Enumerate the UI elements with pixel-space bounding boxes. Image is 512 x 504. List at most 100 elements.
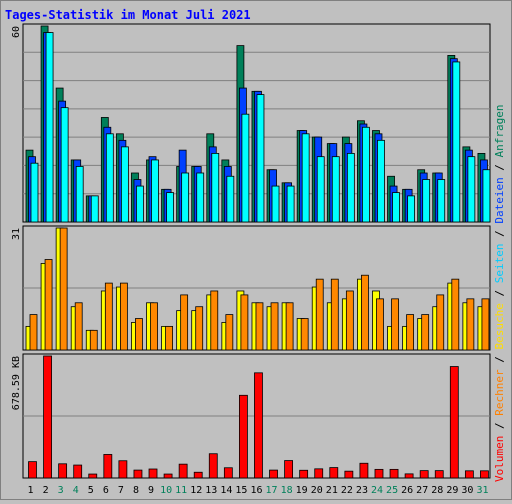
- bar-volumen-20: [314, 468, 324, 479]
- x-tick-label-11: 11: [175, 485, 187, 496]
- bar-volumen-22: [344, 470, 354, 479]
- x-tick-label-4: 4: [73, 485, 79, 496]
- legend-entry-separator: /: [493, 416, 506, 436]
- x-tick-label-26: 26: [401, 485, 413, 496]
- x-tick-label-18: 18: [281, 485, 293, 496]
- bar-rechner-9: [150, 302, 158, 351]
- x-tick-label-3: 3: [58, 485, 64, 496]
- bar-rechner-29: [451, 278, 460, 351]
- bar-volumen-10: [163, 473, 173, 479]
- bar-rechner-31: [481, 298, 490, 351]
- x-tick-label-14: 14: [220, 485, 232, 496]
- bar-rechner-2: [44, 259, 53, 351]
- bar-volumen-9: [148, 468, 158, 479]
- bar-volumen-15: [239, 394, 248, 479]
- x-tick-label-31: 31: [476, 485, 488, 496]
- legend-entry-rechner: Rechner: [493, 369, 506, 416]
- y-max-label-bottom: 678.59 KB: [11, 356, 22, 410]
- bar-seiten-16: [256, 94, 265, 223]
- x-tick-label-15: 15: [235, 485, 247, 496]
- y-max-label-top: 60: [11, 26, 22, 38]
- bar-rechner-23: [361, 274, 369, 351]
- bar-volumen-21: [329, 467, 339, 479]
- x-tick-label-29: 29: [446, 485, 458, 496]
- bar-rechner-28: [436, 294, 445, 351]
- bar-volumen-25: [389, 468, 399, 479]
- x-tick-label-12: 12: [190, 485, 202, 496]
- bar-volumen-4: [73, 464, 83, 479]
- bar-seiten-21: [331, 156, 340, 223]
- bar-seiten-1: [30, 162, 39, 223]
- bar-seiten-3: [60, 107, 69, 223]
- bar-volumen-23: [359, 462, 369, 479]
- bar-rechner-26: [406, 314, 415, 351]
- x-tick-label-28: 28: [431, 485, 443, 496]
- legend-entry-separator: /: [493, 350, 506, 370]
- x-tick-label-1: 1: [28, 485, 34, 496]
- x-tick-label-17: 17: [266, 485, 278, 496]
- bar-volumen-31: [480, 470, 489, 479]
- bar-volumen-24: [374, 468, 384, 479]
- bar-seiten-30: [467, 156, 476, 223]
- legend-entry-separator: /: [493, 283, 506, 303]
- x-tick-label-21: 21: [326, 485, 338, 496]
- y-max-label-middle: 31: [11, 228, 22, 240]
- bar-rechner-16: [255, 302, 264, 351]
- bar-volumen-13: [208, 453, 218, 479]
- bar-seiten-15: [241, 113, 250, 223]
- bar-seiten-25: [392, 192, 400, 223]
- legend-entry-besuche: Besuche: [493, 303, 506, 349]
- bar-rechner-21: [330, 278, 339, 351]
- bar-seiten-31: [482, 169, 491, 223]
- bar-rechner-24: [376, 298, 384, 351]
- bar-rechner-30: [466, 298, 475, 351]
- legend-entry-anfragen: Anfragen: [493, 104, 506, 157]
- legend-entry-separator: /: [493, 157, 506, 177]
- bar-rechner-10: [165, 325, 173, 351]
- x-tick-label-25: 25: [386, 485, 398, 496]
- bar-seiten-2: [45, 32, 54, 223]
- x-tick-label-9: 9: [148, 485, 154, 496]
- bar-seiten-28: [437, 179, 446, 223]
- bar-volumen-8: [133, 469, 143, 479]
- legend-entry-dateien: Dateien: [493, 177, 506, 223]
- bar-volumen-5: [88, 473, 98, 479]
- bar-rechner-6: [104, 282, 113, 351]
- x-tick-label-23: 23: [356, 485, 368, 496]
- bar-volumen-17: [269, 469, 278, 479]
- bar-volumen-7: [118, 460, 128, 479]
- bar-rechner-4: [74, 302, 83, 351]
- bar-seiten-7: [120, 146, 129, 223]
- bar-rechner-15: [240, 294, 249, 351]
- bar-rechner-1: [29, 314, 38, 351]
- x-tick-label-10: 10: [160, 485, 172, 496]
- bar-rechner-25: [391, 298, 399, 351]
- bar-rechner-8: [135, 318, 143, 351]
- bar-seiten-22: [346, 152, 355, 223]
- bar-rechner-17: [270, 302, 279, 351]
- legend-entry-separator: /: [493, 224, 506, 244]
- bar-rechner-11: [180, 294, 189, 351]
- bar-seiten-12: [196, 172, 205, 223]
- bar-seiten-5: [90, 195, 99, 223]
- right-legend: Volumen / Rechner / Besuche / Seiten / D…: [493, 104, 506, 482]
- bar-seiten-19: [301, 133, 310, 223]
- x-tick-label-2: 2: [43, 485, 49, 496]
- bar-volumen-3: [58, 463, 68, 479]
- bar-rechner-22: [345, 290, 354, 351]
- bar-seiten-14: [226, 175, 235, 223]
- bar-volumen-11: [178, 463, 188, 479]
- bar-volumen-12: [193, 471, 203, 479]
- chart-title: Tages-Statistik im Monat Juli 2021: [5, 8, 251, 22]
- legend-entry-volumen: Volumen: [493, 436, 506, 482]
- bar-seiten-13: [211, 152, 220, 223]
- bar-volumen-29: [449, 366, 459, 479]
- bar-seiten-11: [181, 172, 190, 223]
- x-tick-label-6: 6: [103, 485, 109, 496]
- x-tick-label-24: 24: [371, 485, 383, 496]
- bar-seiten-29: [452, 61, 461, 223]
- bar-rechner-20: [315, 278, 324, 351]
- bar-seiten-27: [422, 179, 431, 223]
- bar-rechner-13: [210, 290, 219, 351]
